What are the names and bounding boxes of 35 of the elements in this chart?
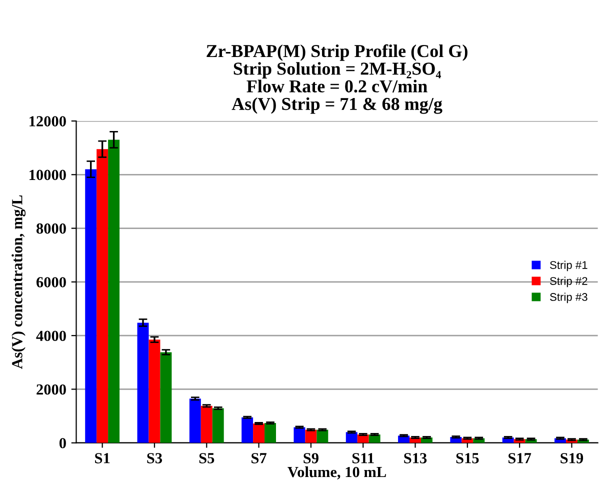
x-tick-label: S7 (252, 453, 266, 464)
x-tick-label: S17 (508, 453, 532, 464)
bar (160, 352, 172, 443)
legend-label: Strip #2 (550, 276, 588, 288)
x-tick-label: S5 (199, 453, 214, 464)
bar (264, 423, 276, 443)
y-tick-label: 0 (59, 438, 66, 448)
bar (108, 140, 120, 443)
bar (189, 398, 201, 443)
y-tick-label: 6000 (36, 277, 66, 288)
bar (148, 340, 160, 443)
x-tick-label: S19 (560, 453, 584, 464)
legend-label: Strip #3 (550, 292, 588, 304)
bar (137, 322, 149, 443)
y-tick-label: 10000 (30, 170, 66, 180)
bar (242, 417, 254, 443)
bar (96, 149, 108, 443)
x-tick-label: S13 (404, 453, 427, 464)
x-tick-label: S3 (147, 453, 162, 464)
x-tick-label: S9 (304, 453, 318, 464)
x-tick-label: S1 (95, 453, 110, 464)
x-tick-label: S11 (352, 453, 374, 464)
bar (200, 406, 212, 443)
bar (253, 424, 265, 443)
y-tick-label: 8000 (36, 223, 66, 234)
legend-label: Strip #1 (550, 260, 588, 272)
y-tick-label: 4000 (36, 330, 66, 342)
y-tick-label: 12000 (30, 116, 66, 126)
x-tick-label: S15 (456, 453, 479, 464)
bar (85, 169, 97, 443)
x-axis-title: Volume, 10 mL (288, 466, 386, 480)
bar (212, 408, 224, 443)
y-tick-label: 2000 (36, 384, 66, 395)
chart-title: Zr-BPAP(M) Strip Profile (Col G) Strip Solution = 2M-H₂SO₄ Flow Rate = 0.2 cV/min As(V) Strip = 71 & 68 mg/g (206, 44, 468, 114)
y-axis-title: As(V) concentration, mg/L (12, 195, 26, 369)
